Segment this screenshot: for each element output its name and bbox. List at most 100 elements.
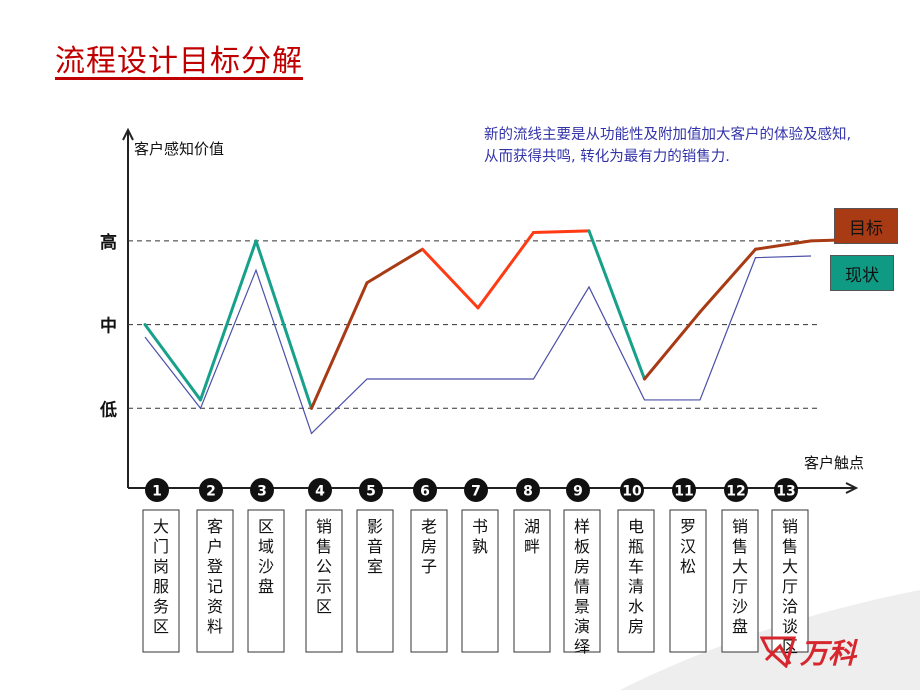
category-label-char: 孰 bbox=[472, 537, 488, 556]
touchpoint-marker bbox=[724, 478, 748, 502]
series-target-tail bbox=[810, 238, 846, 243]
category-label-char: 资 bbox=[207, 597, 223, 616]
series-target-segment bbox=[421, 247, 480, 310]
category-label-char: 房 bbox=[628, 617, 644, 636]
category-label-char: 料 bbox=[207, 617, 223, 636]
category-label-char: 务 bbox=[153, 597, 169, 616]
touchpoint-number: 12 bbox=[726, 484, 745, 500]
series-target-segment bbox=[310, 281, 369, 410]
series-current-line bbox=[144, 255, 812, 435]
category-label-char: 厅 bbox=[732, 577, 748, 596]
category-label-char: 罗 bbox=[680, 517, 696, 536]
slide-title: 流程设计目标分解 bbox=[55, 44, 303, 79]
legend-current-label: 现状 bbox=[845, 265, 879, 286]
category-box bbox=[513, 509, 551, 653]
touchpoint-number: 6 bbox=[420, 484, 430, 500]
category-label-char: 书 bbox=[472, 517, 488, 536]
series-target-segment bbox=[643, 310, 702, 381]
y-tick-label: 中 bbox=[100, 316, 117, 337]
touchpoint-number: 10 bbox=[622, 484, 642, 500]
touchpoint-marker bbox=[199, 478, 223, 502]
category-label-char: 绎 bbox=[574, 637, 590, 656]
category-label-char: 服 bbox=[153, 577, 169, 596]
category-box bbox=[563, 509, 601, 653]
category-label-char: 松 bbox=[680, 557, 696, 576]
category-label-char: 情 bbox=[574, 577, 590, 596]
vanke-logo-text: 万科 bbox=[800, 637, 857, 670]
category-label-char: 汉 bbox=[680, 537, 696, 556]
touchpoint-number: 5 bbox=[366, 484, 376, 500]
category-label-char: 登 bbox=[207, 557, 223, 576]
category-label-char: 客 bbox=[207, 517, 223, 536]
category-label-char: 售 bbox=[782, 537, 798, 556]
touchpoint-marker bbox=[308, 478, 332, 502]
touchpoint-number: 13 bbox=[776, 484, 795, 500]
category-label-char: 域 bbox=[258, 537, 274, 556]
category-label-char: 销 bbox=[782, 517, 798, 536]
category-box bbox=[669, 509, 707, 653]
touchpoint-marker bbox=[672, 478, 696, 502]
category-label-char: 区 bbox=[258, 517, 274, 536]
category-label-char: 样 bbox=[574, 517, 590, 536]
touchpoint-marker bbox=[359, 478, 383, 502]
category-label-char: 房 bbox=[421, 537, 437, 556]
category-box bbox=[247, 509, 285, 653]
touchpoint-number: 7 bbox=[471, 484, 481, 500]
category-label-char: 公 bbox=[316, 557, 332, 576]
category-label-char: 户 bbox=[207, 537, 223, 556]
touchpoint-marker bbox=[413, 478, 437, 502]
touchpoint-number: 4 bbox=[315, 484, 325, 500]
category-box bbox=[305, 509, 343, 653]
y-axis-label: 客户感知价值 bbox=[134, 140, 224, 158]
touchpoint-number: 1 bbox=[152, 484, 162, 500]
category-label-char: 沙 bbox=[732, 597, 748, 616]
category-label-char: 子 bbox=[421, 557, 437, 576]
category-label-char: 湖 bbox=[524, 517, 540, 536]
touchpoint-number: 8 bbox=[523, 484, 533, 500]
touchpoint-marker bbox=[620, 478, 644, 502]
decor-sweep bbox=[620, 590, 920, 690]
category-label-char: 电 bbox=[628, 517, 644, 536]
chart-annotation: 新的流线主要是从功能性及附加值加大客户的体验及感知, 从而获得共鸣, 转化为最有… bbox=[484, 127, 852, 165]
category-label-char: 清 bbox=[628, 577, 644, 596]
x-axis-label: 客户触点 bbox=[804, 454, 864, 472]
category-label-char: 景 bbox=[574, 597, 590, 616]
y-axis-arrow bbox=[122, 127, 134, 141]
category-box bbox=[142, 509, 180, 653]
series-target-segment bbox=[587, 229, 646, 381]
category-label-char: 板 bbox=[574, 537, 590, 556]
category-label-char: 盘 bbox=[732, 617, 748, 636]
category-label-char: 示 bbox=[316, 577, 332, 596]
category-label-char: 售 bbox=[732, 537, 748, 556]
category-label-char: 区 bbox=[153, 617, 169, 636]
category-label-char: 车 bbox=[628, 557, 644, 576]
touchpoint-number: 11 bbox=[674, 484, 693, 500]
category-label-char: 销 bbox=[732, 517, 748, 536]
series-target-segment bbox=[199, 239, 258, 402]
touchpoint-marker bbox=[774, 478, 798, 502]
touchpoint-marker bbox=[566, 478, 590, 502]
category-box bbox=[356, 509, 394, 653]
x-axis-arrow bbox=[845, 482, 859, 494]
touchpoint-marker bbox=[464, 478, 488, 502]
series-target-segment bbox=[532, 229, 591, 235]
category-box bbox=[461, 509, 499, 653]
touchpoint-marker bbox=[145, 478, 169, 502]
category-label-char: 音 bbox=[367, 537, 383, 556]
category-label-char: 大 bbox=[782, 557, 798, 576]
category-label-char: 洽 bbox=[782, 597, 798, 616]
series-target-segment bbox=[254, 239, 313, 410]
category-label-char: 谈 bbox=[782, 617, 798, 636]
vanke-logo-icon bbox=[760, 636, 796, 668]
category-label-char: 影 bbox=[367, 517, 383, 536]
series-target-segment bbox=[698, 247, 757, 314]
category-box bbox=[196, 509, 234, 653]
category-label-char: 瓶 bbox=[628, 537, 644, 556]
category-label-char: 老 bbox=[421, 517, 437, 536]
legend-target: 目标 bbox=[834, 208, 898, 244]
category-label-char: 售 bbox=[316, 537, 332, 556]
touchpoint-number: 3 bbox=[257, 484, 267, 500]
y-tick-label: 高 bbox=[100, 232, 117, 253]
touchpoint-number: 9 bbox=[573, 484, 583, 500]
